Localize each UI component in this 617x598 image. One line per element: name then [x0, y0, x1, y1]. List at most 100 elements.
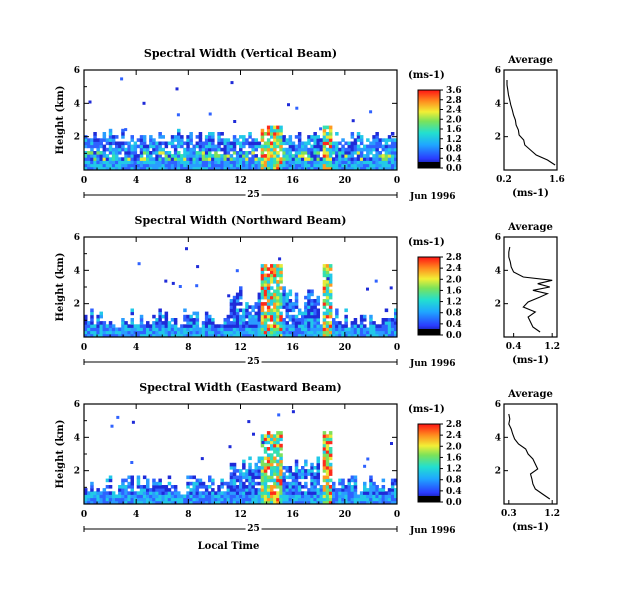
heatmap-cell — [328, 462, 333, 467]
heatmap-cell — [229, 305, 234, 309]
heatmap-cell — [322, 147, 327, 152]
heatmap-cell — [266, 447, 271, 451]
heatmap-cell — [282, 324, 286, 328]
heatmap-cell — [102, 135, 107, 139]
heatmap-cell — [325, 147, 330, 152]
heatmap-cell — [142, 141, 147, 146]
heatmap-cell — [99, 321, 103, 325]
heatmap-cell — [251, 308, 255, 313]
heatmap-cell — [161, 321, 165, 325]
heatmap-cell — [347, 330, 351, 335]
heatmap-cell — [146, 166, 150, 170]
date-day-bg — [245, 523, 262, 532]
heatmap-cell — [177, 160, 181, 165]
heatmap-cell — [90, 321, 94, 325]
heatmap-cell — [248, 491, 252, 495]
y-tick-label: 4 — [74, 266, 80, 276]
heatmap-cell — [273, 135, 277, 139]
heatmap-cell — [93, 327, 97, 332]
heatmap-cell — [291, 141, 296, 146]
heatmap-cell — [319, 160, 324, 165]
heatmap-cell — [325, 456, 330, 461]
heatmap-cell — [307, 154, 311, 158]
heatmap-cell — [257, 292, 262, 297]
heatmap-cell — [363, 330, 367, 335]
heatmap-cell — [257, 475, 262, 480]
heatmap-cell — [90, 497, 94, 502]
heatmap-cell — [285, 138, 289, 142]
y-axis-label: Height (km) — [55, 86, 66, 155]
heatmap-cell — [173, 154, 178, 158]
colorbar-tick-label: 0.4 — [446, 320, 462, 330]
heatmap-cell — [307, 308, 311, 313]
heatmap-cell — [102, 166, 107, 170]
heatmap-cell — [248, 151, 252, 155]
heatmap-cell — [313, 144, 317, 149]
heatmap-cell — [192, 497, 196, 502]
heatmap-cell — [257, 497, 262, 502]
heatmap-cell — [341, 166, 345, 170]
heatmap-cell — [390, 166, 395, 170]
heatmap-cell — [183, 163, 187, 168]
heatmap-cell — [142, 485, 147, 489]
colorbar-tick-label: 2.4 — [446, 431, 462, 441]
heatmap-cell — [183, 154, 187, 158]
avg-y-tick-label: 2 — [495, 467, 501, 477]
heatmap-cell — [276, 166, 280, 170]
heatmap-cell — [325, 308, 330, 313]
heatmap-cell — [146, 327, 150, 332]
heatmap-cell — [276, 151, 280, 155]
heatmap-cell — [189, 494, 193, 499]
heatmap-cell — [372, 157, 376, 161]
heatmap-cell — [313, 327, 317, 332]
heatmap-cell — [375, 327, 379, 332]
heatmap-cell — [338, 478, 342, 483]
heatmap-cell — [350, 494, 355, 499]
heatmap-cell — [260, 485, 265, 489]
heatmap-cell — [245, 305, 249, 309]
heatmap-cell — [378, 138, 382, 142]
heatmap-cell — [279, 475, 283, 480]
heatmap-cell — [387, 500, 392, 504]
heatmap-cell — [189, 314, 193, 319]
heatmap-cell — [155, 330, 159, 335]
heatmap-cell — [263, 466, 268, 470]
heatmap-cell — [270, 125, 274, 130]
heatmap-cell — [228, 445, 232, 449]
heatmap-cell — [263, 280, 268, 284]
heatmap-cell — [111, 160, 116, 165]
heatmap-cell — [353, 478, 358, 483]
heatmap-cell — [251, 144, 255, 149]
heatmap-cell — [282, 135, 286, 139]
average-line — [506, 80, 556, 166]
heatmap-cell — [155, 160, 159, 165]
heatmap-cell — [124, 330, 128, 335]
heatmap-cell — [263, 160, 268, 165]
heatmap-cell — [260, 327, 265, 332]
heatmap-cell — [118, 327, 122, 332]
heatmap-cell — [161, 157, 165, 161]
heatmap-cell — [96, 166, 100, 170]
heatmap-cell — [394, 157, 397, 161]
heatmap-cell — [211, 330, 215, 335]
heatmap-cell — [325, 447, 330, 451]
heatmap-cell — [378, 157, 382, 161]
heatmap-cell — [276, 154, 280, 158]
heatmap-cell — [189, 491, 193, 495]
heatmap-cell — [276, 270, 280, 275]
heatmap-cell — [87, 324, 91, 328]
heatmap-cell — [180, 324, 184, 328]
heatmap-cell — [313, 311, 317, 316]
heatmap-cell — [366, 333, 370, 337]
heatmap-cell — [285, 491, 289, 495]
heatmap-cell — [87, 163, 91, 168]
heatmap-cell — [316, 299, 320, 303]
heatmap-cell — [344, 314, 348, 319]
heatmap-cell — [282, 289, 286, 294]
heatmap-cell — [130, 475, 134, 480]
heatmap-cell — [198, 497, 203, 502]
heatmap-cell — [211, 141, 215, 146]
heatmap-cell — [276, 466, 280, 470]
heatmap-cell — [288, 154, 293, 158]
heatmap-cell — [124, 147, 128, 152]
